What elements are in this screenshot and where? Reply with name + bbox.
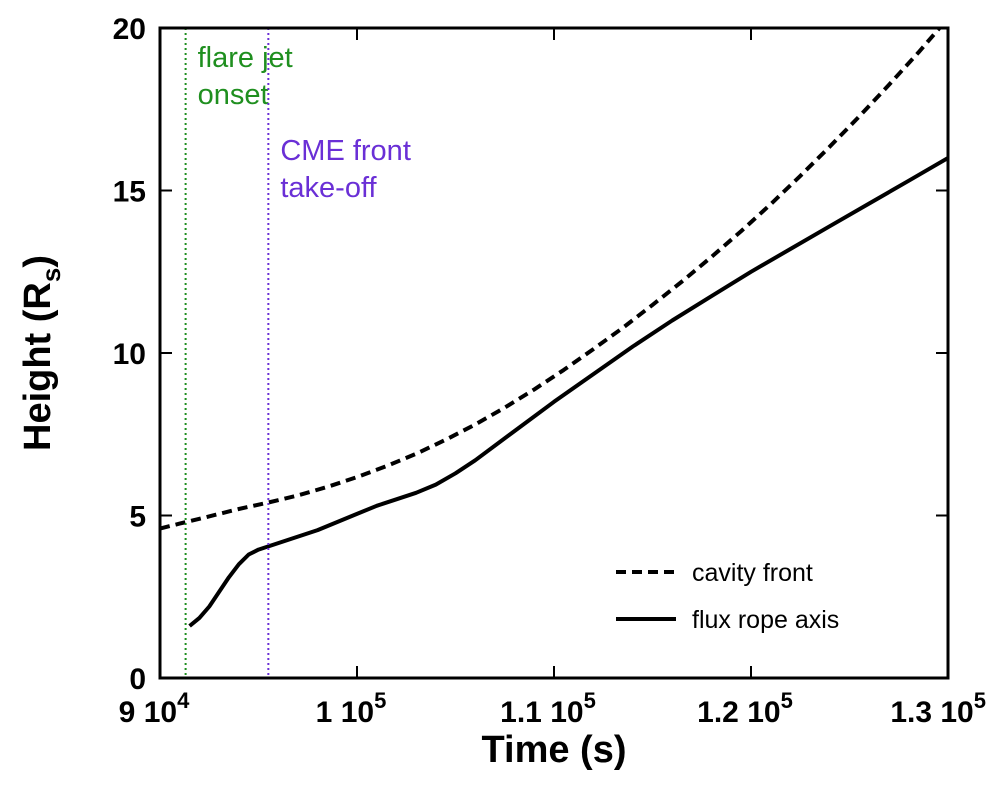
annotation-layer: flare jet onset CME front take-off — [184, 28, 411, 678]
vertical-marker-label-0-0: flare jet — [198, 42, 293, 74]
y-tick-label: 10 — [113, 338, 146, 371]
x-tick-label-mantissa: 1.2 10 — [697, 696, 780, 729]
plot-frame — [158, 26, 950, 680]
x-tick-label-mantissa: 1.3 10 — [890, 696, 973, 729]
series-line-cavity-front — [160, 28, 943, 531]
x-tick-label-exponent: 5 — [374, 688, 386, 713]
x-tick-label-mantissa: 1.1 10 — [500, 696, 583, 729]
series-line-flux-rope-axis — [188, 156, 948, 628]
x-tick-label-mantissa: 9 10 — [119, 696, 177, 729]
y-axis-title-close: ) — [17, 255, 59, 268]
y-tick-label: 20 — [113, 13, 146, 46]
legend: cavity front flux rope axis — [616, 559, 839, 634]
x-axis-title: Time (s) — [481, 729, 626, 771]
vertical-marker-label-1-0: CME front — [280, 135, 411, 167]
x-tick-label-exponent: 4 — [177, 688, 190, 713]
x-tick-label: 1.2 105 — [697, 688, 793, 729]
x-tick-label-exponent: 5 — [974, 688, 986, 713]
y-axis-title: Height (Rs) — [17, 255, 66, 451]
y-axis-title-main: Height (R — [17, 282, 59, 451]
x-tick-label-exponent: 5 — [584, 688, 596, 713]
y-tick-label: 0 — [129, 663, 146, 696]
y-tick-label: 5 — [129, 501, 146, 534]
series-layer — [160, 28, 948, 628]
legend-label: flux rope axis — [692, 606, 839, 634]
x-tick-label: 1.1 105 — [500, 688, 596, 729]
x-tick-label-exponent: 5 — [781, 688, 793, 713]
x-tick-label: 1 105 — [316, 688, 387, 729]
y-tick-label: 15 — [113, 176, 146, 209]
x-tick-label: 1.3 105 — [890, 688, 986, 729]
x-tick-label: 9 104 — [119, 688, 190, 729]
vertical-marker-label-1-1: take-off — [280, 172, 377, 204]
y-axis-title-subscript: s — [36, 268, 66, 282]
vertical-marker-label-0-1: onset — [198, 79, 269, 111]
x-tick-label-mantissa: 1 10 — [316, 696, 374, 729]
legend-label: cavity front — [692, 559, 813, 587]
